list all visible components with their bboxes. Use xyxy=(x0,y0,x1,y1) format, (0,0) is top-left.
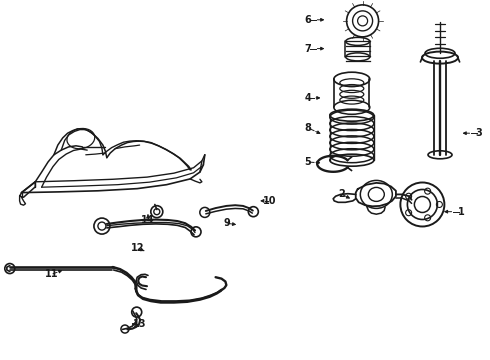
Text: 12: 12 xyxy=(131,243,145,253)
Text: 5: 5 xyxy=(304,157,311,167)
Text: 11: 11 xyxy=(45,269,58,279)
Text: 4: 4 xyxy=(304,93,311,103)
Text: 10: 10 xyxy=(263,196,276,206)
Text: 8: 8 xyxy=(304,123,311,133)
Text: 7: 7 xyxy=(304,44,311,54)
Text: 14: 14 xyxy=(141,215,155,225)
Text: 3: 3 xyxy=(476,128,483,138)
Text: 1: 1 xyxy=(458,207,465,217)
Text: 13: 13 xyxy=(133,319,147,329)
Text: 9: 9 xyxy=(223,218,230,228)
Text: 6: 6 xyxy=(304,15,311,25)
Text: 2: 2 xyxy=(339,189,345,199)
